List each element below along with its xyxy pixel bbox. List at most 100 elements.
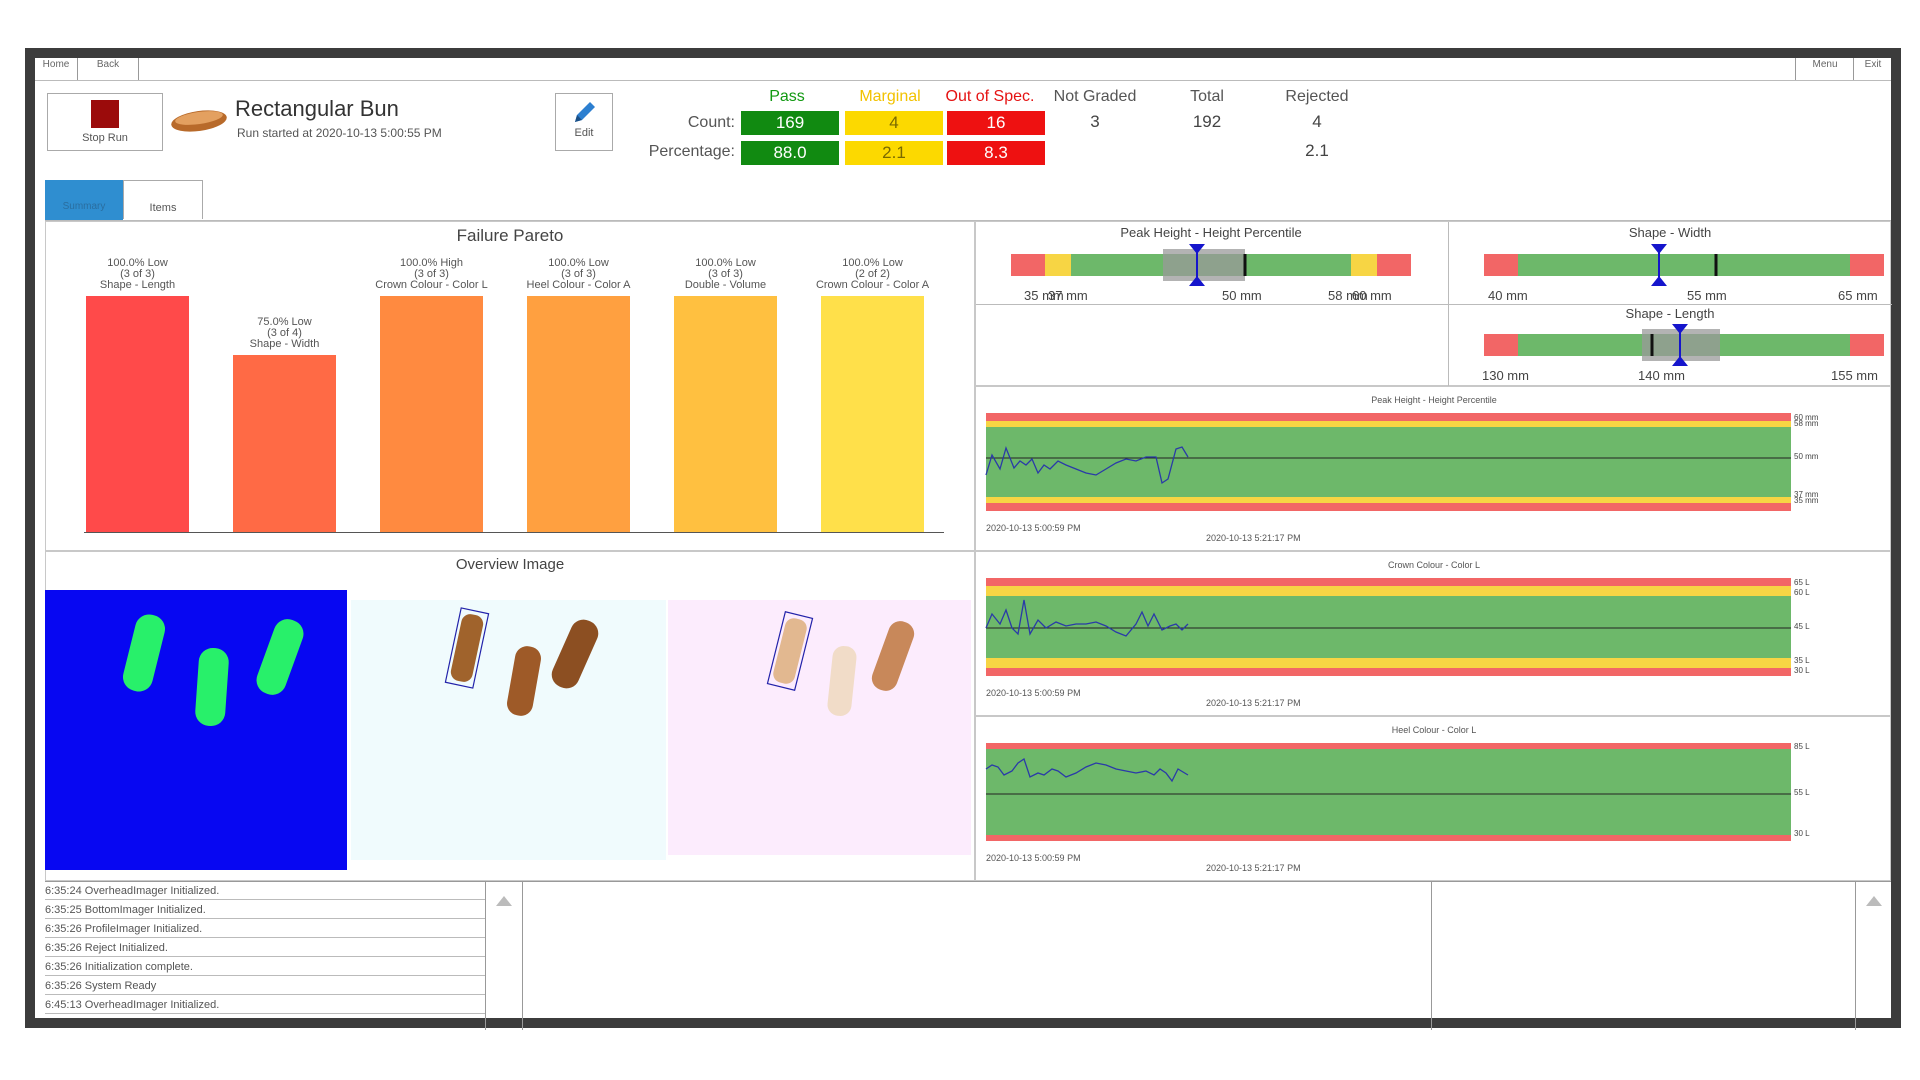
marginal-percentage: 2.1 [845, 141, 943, 165]
pareto-bar-label: 75.0% Low (3 of 4) Shape - Width [208, 317, 361, 350]
pareto-bar-label: 100.0% Low (2 of 2) Crown Colour - Color A [796, 258, 949, 291]
marginal-header: Marginal [859, 88, 921, 105]
gauge-length-tick-2: 140 mm [1638, 368, 1685, 383]
tab-items[interactable]: Items [123, 180, 203, 219]
trend-chart-panel: Crown Colour - Color L 65 L 60 L 45 L 35 L 30… [975, 551, 1891, 716]
gauge-length-tick-3: 155 mm [1831, 368, 1878, 383]
pass-percentage: 88.0 [741, 141, 839, 165]
trend-start-time: 2020-10-13 5:00:59 PM [986, 688, 1081, 698]
pareto-bar-label-line: (2 of 2) [855, 268, 890, 280]
trend-band [986, 586, 1791, 596]
trend-title: Heel Colour - Color L [1391, 725, 1477, 735]
gauge-length-title: Shape - Length [1625, 306, 1715, 321]
pareto-bar-label-line: (3 of 3) [120, 268, 155, 280]
pareto-bar-label-line: 100.0% Low [107, 257, 168, 269]
pareto-bar-label-line: 100.0% Low [548, 257, 609, 269]
trend-chart [985, 413, 1791, 511]
tab-summary[interactable]: Summary [45, 180, 123, 220]
trend-series-line [985, 599, 1189, 637]
log-entry: 6:35:24 OverheadImager Initialized. [45, 882, 485, 900]
trend-axis-label: 30 L [1794, 829, 1810, 838]
stop-run-label: Stop Run [82, 132, 128, 144]
trend-axis-label: 55 L [1794, 788, 1810, 797]
pareto-title: Failure Pareto [456, 226, 564, 245]
overview-title: Overview Image [455, 556, 565, 573]
percentage-label: Percentage: [648, 143, 735, 160]
rejected-count: 4 [1312, 112, 1322, 131]
stop-run-button[interactable]: Stop Run [47, 93, 163, 151]
trend-band [986, 596, 1791, 658]
pareto-bar-label-line: Heel Colour - Color A [526, 279, 631, 291]
pareto-bar[interactable] [674, 296, 777, 532]
home-button[interactable]: Home [35, 58, 78, 80]
pareto-bar[interactable] [527, 296, 630, 532]
pareto-bar-label: 100.0% Low (3 of 3) Shape - Length [61, 258, 214, 291]
trend-band [986, 421, 1791, 427]
pareto-bar[interactable] [233, 355, 336, 532]
trend-start-time: 2020-10-13 5:00:59 PM [986, 853, 1081, 863]
trend-axis-label: 60 L [1794, 588, 1810, 597]
edit-button[interactable]: Edit [555, 93, 613, 151]
gauge-width-bar [1484, 244, 1884, 286]
trend-end-time: 2020-10-13 5:21:17 PM [1206, 533, 1301, 543]
trend-series-line [985, 757, 1189, 783]
pareto-bar-label-line: Shape - Width [249, 338, 320, 350]
trend-band [986, 578, 1791, 586]
back-button[interactable]: Back [78, 58, 139, 80]
count-label: Count: [687, 114, 735, 131]
trend-chart-panel: Peak Height - Height Percentile 60 mm 58 m… [975, 386, 1891, 551]
scroll-up-icon[interactable] [496, 896, 512, 906]
log-scrollbar[interactable] [486, 882, 523, 1030]
tab-divider [45, 220, 1891, 221]
menu-button[interactable]: Menu [1795, 58, 1854, 80]
app-window: Home Back Menu Exit Stop Run Rectangular… [25, 48, 1901, 1030]
pareto-baseline [84, 532, 944, 533]
trend-axis-label: 50 mm [1794, 452, 1819, 461]
trend-band [986, 749, 1791, 835]
gauge-peak-title: Peak Height - Height Percentile [1120, 225, 1302, 240]
pareto-bar-label-line: (3 of 4) [267, 327, 302, 339]
pareto-bar-label: 100.0% High (3 of 3) Crown Colour - Color … [355, 258, 508, 291]
trend-axis-label: 35 L [1794, 656, 1810, 665]
gauge-peak-tick-1: 35 mm [1024, 288, 1064, 303]
trend-axis-label: 58 mm [1794, 419, 1819, 428]
trend-axis-label: 65 L [1794, 578, 1810, 587]
trend-chart-panel: Heel Colour - Color L 85 L 55 L 30 L 2020-10… [975, 716, 1891, 881]
trend-axis-label: 35 mm [1794, 496, 1819, 505]
gauge-peak-tick-3: 50 mm [1222, 288, 1262, 303]
stop-icon [91, 100, 119, 128]
rejected-header: Rejected [1285, 88, 1349, 105]
pareto-bar[interactable] [86, 296, 189, 532]
trend-axis-label: 85 L [1794, 742, 1810, 751]
marginal-count: 4 [845, 111, 943, 135]
trend-chart [985, 743, 1791, 841]
gauges-panel: Peak Height - Height Percentile 35 mm 37… [975, 221, 1892, 387]
gauge-width-title: Shape - Width [1628, 225, 1712, 240]
scroll-up-icon-right[interactable] [1866, 896, 1882, 906]
log-entry: 6:45:13 OverheadImager Initialized. [45, 996, 485, 1014]
trend-axis-label: 60 mm [1794, 413, 1819, 422]
pareto-bar-label-line: 75.0% Low [257, 316, 312, 328]
pareto-bar-label-line: 100.0% High [400, 257, 463, 269]
pareto-bar[interactable] [821, 296, 924, 532]
pareto-bar-label-line: 100.0% Low [842, 257, 903, 269]
product-name: Rectangular Bun [235, 96, 399, 121]
pareto-bar-label-line: Double - Volume [684, 279, 767, 291]
overview-image-panel: Overview Image [45, 551, 975, 881]
trend-axis-label: 37 mm [1794, 490, 1819, 499]
right-scrollbar[interactable] [1855, 882, 1892, 1030]
out-of-spec-count: 16 [947, 111, 1045, 135]
log-entry: 6:35:26 System Ready [45, 977, 485, 995]
exit-button[interactable]: Exit [1853, 58, 1892, 80]
run-start-time: Run started at 2020-10-13 5:00:55 PM [237, 126, 442, 140]
pencil-icon [575, 102, 595, 122]
trend-axis-label: 45 L [1794, 622, 1810, 631]
edit-label: Edit [574, 127, 594, 139]
trend-axis-label: 30 L [1794, 666, 1810, 675]
trend-band [986, 497, 1791, 503]
overview-color-image [351, 600, 666, 860]
pareto-bar[interactable] [380, 296, 483, 532]
event-log: 6:35:24 OverheadImager Initialized. 6:35:… [45, 882, 485, 1030]
rejected-percentage: 2.1 [1305, 141, 1329, 160]
pareto-bar-label-line: (3 of 3) [561, 268, 596, 280]
